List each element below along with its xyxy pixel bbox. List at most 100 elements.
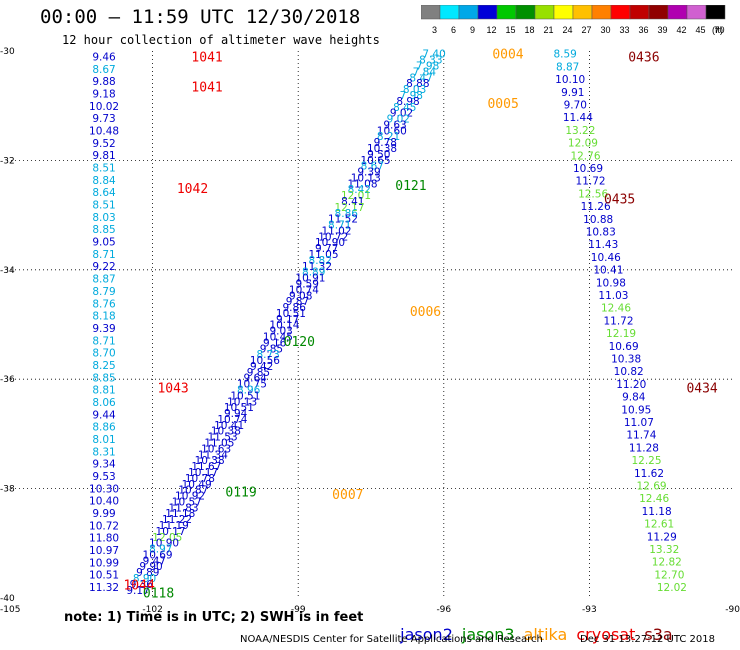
wave-height-label: 12.76: [570, 150, 600, 162]
wave-height-label: 10.88: [583, 214, 613, 226]
pass-id-label: 0436: [628, 50, 659, 65]
pass-id-label: 0434: [686, 381, 717, 396]
wave-height-label: 9.18: [92, 88, 115, 100]
wave-height-label: 8.03: [92, 212, 115, 224]
color-scale-label: 15: [505, 25, 515, 35]
x-tick-label: -105: [0, 605, 20, 615]
wave-height-label: 9.88: [92, 76, 115, 88]
wave-height-label: 9.90: [139, 561, 162, 573]
wave-height-label: 12.82: [652, 557, 682, 569]
wave-height-label: 11.80: [89, 533, 119, 545]
chart-title: 00:00 — 11:59 UTC 12/30/2018: [40, 6, 361, 28]
wave-height-label: 10.60: [377, 125, 407, 137]
wave-height-label: 10.82: [614, 366, 644, 378]
wave-height-label: 8.01: [92, 434, 115, 446]
y-tick-label: -32: [0, 156, 15, 166]
wave-height-label: 10.38: [367, 143, 397, 155]
wave-height-label: 8.03: [403, 84, 426, 96]
wave-height-label: 11.74: [626, 430, 656, 442]
wave-height-label: 8.84: [92, 175, 116, 187]
pass-id-label: 0120: [284, 335, 315, 350]
color-scale-label: 9: [470, 25, 475, 35]
wave-height-label: 9.02: [387, 114, 410, 126]
y-tick-label: -36: [0, 375, 15, 385]
wave-height-label: 8.71: [92, 249, 115, 261]
wave-height-label: 8.73: [256, 349, 279, 361]
wave-height-label: 10.10: [555, 74, 585, 86]
wave-height-label: 11.44: [563, 112, 593, 124]
wave-height-label: 8.86: [335, 208, 359, 220]
wave-height-label: 9.39: [357, 167, 380, 179]
pass-id-label: 1042: [177, 182, 208, 197]
wave-height-label: 8.79: [92, 286, 115, 298]
x-tick-label: -96: [436, 605, 451, 615]
color-scale-label: 27: [581, 25, 591, 35]
wave-height-label: 8.18: [92, 311, 115, 323]
wave-height-label: 10.63: [201, 443, 231, 455]
wave-height-label: 11.34: [198, 449, 228, 461]
wave-height-label: 10.13: [351, 172, 381, 184]
wave-height-label: 9.36: [130, 579, 154, 591]
wave-height-label: 10.74: [289, 284, 319, 296]
wave-height-label: 10.90: [149, 538, 179, 550]
wave-height-label: 8.88: [406, 78, 429, 90]
satellite-legend-altika: altika: [523, 625, 568, 644]
color-scale-label: 24: [562, 25, 572, 35]
wave-height-label: 9.99: [92, 508, 115, 520]
wave-height-label: 10.65: [361, 155, 391, 167]
wave-height-label: 11.72: [603, 315, 633, 327]
wave-height-label: 11.08: [347, 178, 377, 190]
satellite-legend-cryosat: cryosat: [576, 625, 636, 644]
wave-height-label: 12.19: [606, 328, 636, 340]
wave-height-label: 9.05: [92, 237, 115, 249]
wave-height-label: 11.43: [588, 239, 618, 251]
color-scale-swatch: [705, 5, 726, 20]
pass-id-label: 0435: [604, 193, 635, 208]
wave-height-label: 9.86: [283, 302, 307, 314]
wave-height-label: 12.69: [637, 480, 667, 492]
wave-height-label: 10.69: [573, 163, 603, 175]
wave-height-label: 13.22: [565, 125, 595, 137]
pass-id-label: 1044: [123, 578, 154, 593]
wave-height-label: 11.53: [208, 432, 238, 444]
wave-height-label: 11.72: [576, 176, 606, 188]
y-tick-label: -34: [0, 266, 15, 276]
wave-height-label: 8.90: [133, 573, 156, 585]
wave-height-label: 9.03: [269, 326, 292, 338]
wave-height-label: 8.47: [409, 72, 432, 84]
color-scale-label: 21: [543, 25, 553, 35]
color-scale-label: 12: [486, 25, 496, 35]
wave-height-label: 9.77: [315, 243, 338, 255]
pass-id-label: 1041: [191, 81, 222, 96]
wave-height-label: 10.48: [89, 126, 119, 138]
wave-height-label: 9.94: [224, 408, 248, 420]
wave-height-label: 8.33: [419, 55, 442, 67]
wave-height-label: 9.47: [143, 555, 166, 567]
generation-timestamp: Dec 31 13:27:12 UTC 2018: [580, 634, 715, 645]
color-scale-unit: (ft): [712, 25, 723, 35]
y-tick-label: -40: [0, 594, 15, 604]
wave-height-label: 13.32: [649, 544, 679, 556]
wave-height-label: 9.22: [92, 261, 115, 273]
wave-height-label: 10.51: [230, 390, 260, 402]
wave-height-label: 12.25: [631, 455, 661, 467]
wave-height-label: 10.98: [596, 277, 626, 289]
wave-height-label: 10.72: [89, 520, 119, 532]
wave-height-label: 9.85: [260, 343, 283, 355]
wave-height-label: 9.59: [296, 278, 319, 290]
x-tick-label: -90: [725, 605, 740, 615]
wave-height-label: 8.41: [341, 196, 364, 208]
wave-height-label: 8.98: [396, 96, 419, 108]
wave-height-label: 11.28: [629, 442, 659, 454]
wave-height-label: 8.51: [92, 163, 115, 175]
wave-height-label: 9.87: [286, 296, 309, 308]
wave-height-label: 11.03: [598, 290, 628, 302]
wave-height-label: 11.62: [634, 468, 664, 480]
wave-height-label: 10.30: [89, 483, 119, 495]
wave-height-label: 8.87: [556, 61, 579, 73]
wave-height-label: 8.31: [92, 446, 115, 458]
satellite-legend-jason3: jason3: [461, 625, 515, 644]
wave-height-label: 7.98: [400, 90, 423, 102]
wave-height-label: 9.34: [92, 459, 116, 471]
